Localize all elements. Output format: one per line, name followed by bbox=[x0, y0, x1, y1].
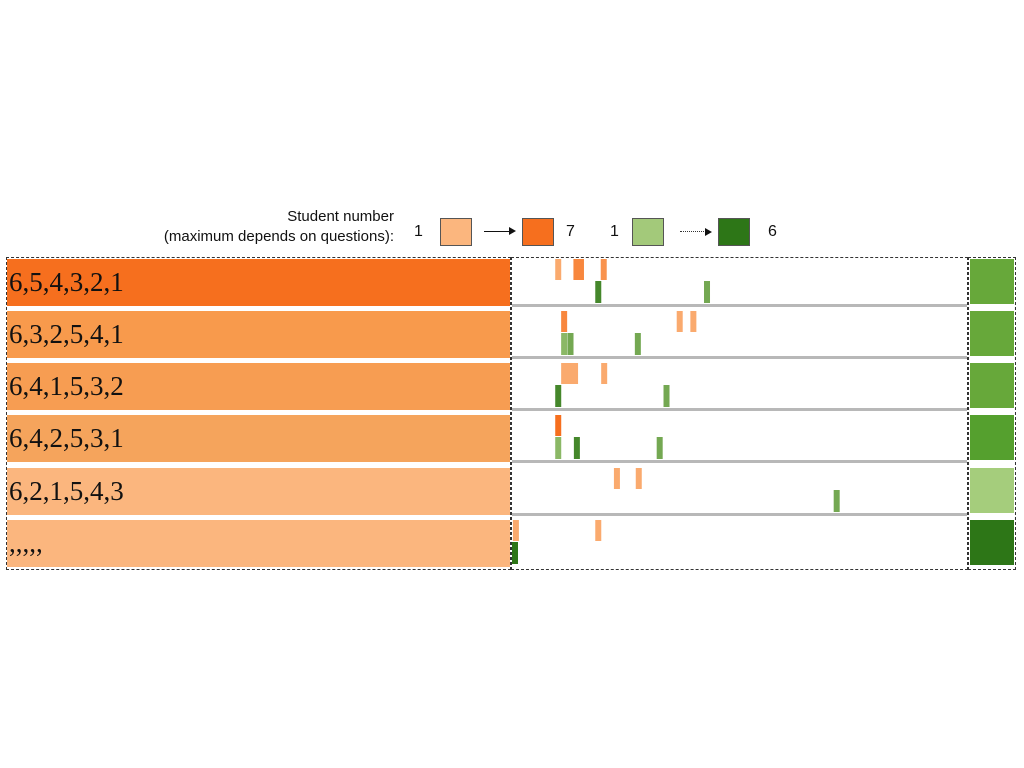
legend-orange-min-label: 1 bbox=[414, 223, 423, 240]
legend-green-max-swatch bbox=[718, 218, 750, 246]
orange-mark bbox=[601, 363, 608, 384]
green-mark bbox=[704, 281, 711, 303]
legend-title: Student number bbox=[287, 208, 394, 225]
score-cell bbox=[970, 520, 1014, 565]
score-cell bbox=[970, 363, 1014, 408]
row-separator bbox=[512, 460, 967, 463]
ranking-row: 6,3,2,5,4,1 bbox=[7, 311, 510, 358]
ranking-label: 6,2,1,5,4,3 bbox=[9, 476, 124, 506]
legend-green-min-label: 1 bbox=[610, 223, 619, 240]
orange-mark bbox=[635, 468, 642, 489]
legend-green-max-label: 6 bbox=[768, 223, 777, 240]
green-mark bbox=[567, 333, 574, 355]
ranking-row: 6,5,4,3,2,1 bbox=[7, 259, 510, 306]
ranking-row: 6,4,1,5,3,2 bbox=[7, 363, 510, 410]
orange-mark bbox=[561, 363, 568, 384]
ranking-label: 6,4,1,5,3,2 bbox=[9, 371, 124, 401]
ranking-label: ,,,,, bbox=[9, 528, 43, 558]
ranking-label: 6,4,2,5,3,1 bbox=[9, 423, 124, 453]
legend-subtitle: (maximum depends on questions): bbox=[163, 228, 394, 245]
orange-mark bbox=[690, 311, 697, 332]
distribution-panel bbox=[511, 257, 968, 570]
ranking-row: 6,4,2,5,3,1 bbox=[7, 415, 510, 462]
row-separator bbox=[512, 408, 967, 411]
orange-mark bbox=[600, 259, 607, 280]
ranking-row: ,,,,, bbox=[7, 520, 510, 567]
green-mark bbox=[561, 333, 568, 355]
score-cell bbox=[970, 468, 1014, 513]
orange-mark bbox=[577, 259, 584, 280]
row-separator bbox=[512, 356, 967, 359]
green-mark bbox=[663, 385, 670, 407]
row-separator bbox=[512, 513, 967, 516]
green-mark bbox=[833, 490, 840, 512]
green-mark bbox=[512, 542, 518, 564]
orange-mark bbox=[512, 520, 519, 541]
green-mark bbox=[555, 437, 562, 459]
ranking-panel: 6,5,4,3,2,1 6,3,2,5,4,1 6,4,1,5,3,2 6,4,2,5… bbox=[6, 257, 511, 570]
score-cell bbox=[970, 415, 1014, 460]
score-panel bbox=[968, 257, 1016, 570]
green-mark bbox=[555, 385, 562, 407]
orange-mark bbox=[555, 415, 562, 436]
score-cell bbox=[970, 259, 1014, 304]
legend-orange-max-label: 7 bbox=[566, 223, 575, 240]
orange-mark bbox=[573, 259, 580, 280]
orange-mark bbox=[566, 363, 573, 384]
green-mark bbox=[595, 281, 602, 303]
orange-mark bbox=[561, 311, 568, 332]
ranking-row: 6,2,1,5,4,3 bbox=[7, 468, 510, 515]
legend-green-min-swatch bbox=[632, 218, 664, 246]
green-mark bbox=[656, 437, 663, 459]
legend-orange-arrow bbox=[484, 227, 516, 235]
orange-mark bbox=[555, 259, 562, 280]
row-separator bbox=[512, 304, 967, 307]
ranking-label: 6,5,4,3,2,1 bbox=[9, 267, 124, 297]
green-mark bbox=[573, 437, 580, 459]
score-cell bbox=[970, 311, 1014, 356]
legend-green-arrow bbox=[680, 228, 712, 236]
orange-mark bbox=[676, 311, 683, 332]
ranking-label: 6,3,2,5,4,1 bbox=[9, 319, 124, 349]
orange-mark bbox=[595, 520, 602, 541]
orange-mark bbox=[613, 468, 620, 489]
legend: Student number (maximum depends on quest… bbox=[0, 205, 1024, 255]
legend-orange-min-swatch bbox=[440, 218, 472, 246]
green-mark bbox=[634, 333, 641, 355]
orange-mark bbox=[572, 363, 579, 384]
legend-orange-max-swatch bbox=[522, 218, 554, 246]
